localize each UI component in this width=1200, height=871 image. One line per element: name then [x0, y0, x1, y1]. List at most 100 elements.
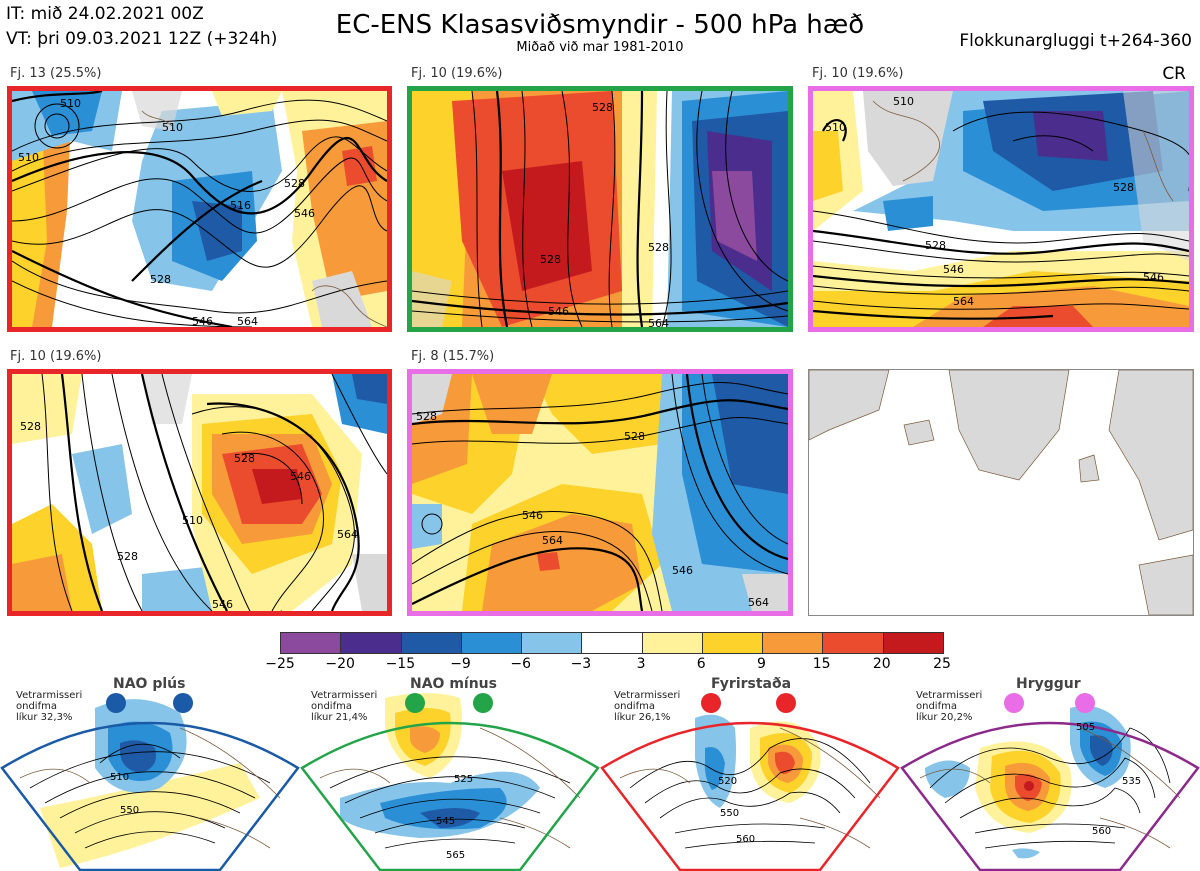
cluster-3-contour-label: 528	[1113, 181, 1134, 194]
regime-dot	[776, 693, 796, 713]
regime-dot	[173, 693, 193, 713]
colorbar-tick-label: 3	[636, 656, 646, 672]
cluster-map-1: 510 510 510 516 528 528 546 546 564	[7, 86, 392, 332]
regime-dot	[405, 693, 425, 713]
regime-title: NAO plús	[113, 676, 186, 692]
cluster-map-5: 528 528 546 546 564 564	[407, 369, 793, 616]
cluster-2-contour-label: 528	[648, 241, 669, 254]
colorbar-tick-label: −25	[265, 656, 295, 672]
cluster-map-4: 528 528 510 528 546 546 564	[7, 369, 392, 616]
colorbar-cell	[460, 633, 522, 653]
cluster-3-contour-label: 546	[1143, 271, 1164, 284]
cluster-2-contour-label: 564	[648, 317, 669, 327]
cluster-3-contour-label: 564	[953, 295, 974, 308]
cluster-4-contour-label: 546	[212, 598, 233, 611]
cluster-1-contour-label: 546	[294, 207, 315, 220]
colorbar-tick-label: −9	[450, 656, 471, 672]
cluster-1-contour-label: 510	[18, 151, 39, 164]
cluster-1-contour-label: 516	[230, 199, 251, 212]
colorbar-tick-label: 25	[933, 656, 951, 672]
empty-map-6	[808, 369, 1194, 616]
colorbar-cell	[822, 633, 883, 653]
classification-window: Flokkunargluggi t+264-360	[959, 31, 1192, 51]
regime-dot	[1075, 693, 1095, 713]
cluster-5-contour-label: 528	[624, 430, 645, 443]
cluster-4-contour-label: 528	[117, 550, 138, 563]
cluster-5-label: Fj. 8 (15.7%)	[411, 349, 495, 364]
cluster-5-contour-label: 564	[748, 596, 769, 609]
cluster-3-contour-label: 528	[925, 239, 946, 252]
cluster-4-label: Fj. 10 (19.6%)	[10, 349, 102, 364]
regime-contour-label: 520	[718, 776, 737, 787]
regime-contour-label: 545	[436, 816, 455, 827]
regime-title: NAO mínus	[410, 676, 497, 692]
cluster-5-contour-label: 528	[416, 410, 437, 423]
colorbar-tick-label: −15	[385, 656, 416, 672]
colorbar-cell	[400, 633, 461, 653]
page-title: EC-ENS Klasasviðsmyndir - 500 hPa hæð	[335, 10, 865, 40]
colorbar-tick-label: −20	[325, 656, 355, 672]
cluster-map-2: 528 528 528 546 564	[407, 86, 793, 332]
colorbar-cell	[340, 633, 401, 653]
cluster-3-label: Fj. 10 (19.6%)	[812, 66, 904, 81]
regime-contour-label: 550	[120, 805, 139, 816]
colorbar-cell	[762, 633, 823, 653]
corner-code: CR	[1162, 64, 1186, 84]
colorbar-cell	[281, 633, 341, 653]
colorbar-cell	[701, 633, 763, 653]
regime-note: Vetrarmisseri ondifma líkur 21,4%	[311, 690, 378, 723]
cluster-2-label: Fj. 10 (19.6%)	[411, 66, 503, 81]
colorbar-tick-label: 20	[872, 656, 891, 672]
regime-contour-label: 550	[720, 808, 739, 819]
regime-contour-label: 510	[110, 772, 129, 783]
regime-contour-label: 525	[454, 774, 473, 785]
cluster-1-contour-label: 510	[60, 97, 81, 110]
regime-note: Vetrarmisseri ondifma líkur 26,1%	[614, 690, 681, 723]
cluster-1-contour-label: 528	[284, 177, 305, 190]
cluster-1-contour-label: 528	[150, 273, 171, 286]
colorbar-cell	[581, 633, 642, 653]
regime-title: Fyrirstaða	[711, 676, 792, 692]
cluster-2-contour-label: 528	[540, 253, 561, 266]
cluster-5-contour-label: 564	[542, 534, 563, 547]
cluster-1-contour-label: 510	[162, 121, 183, 134]
cluster-4-contour-label: 510	[182, 514, 203, 527]
regime-contour-label: 560	[736, 834, 755, 845]
cluster-4-contour-label: 528	[20, 420, 41, 433]
colorbar-cell	[882, 633, 943, 653]
cluster-3-contour-label: 546	[943, 263, 964, 276]
regime-note: Vetrarmisseri ondifma líkur 20,2%	[916, 690, 983, 723]
regime-contour-label: 505	[1076, 722, 1095, 733]
cluster-4-contour-label: 528	[234, 452, 255, 465]
regime-contour-label: 535	[1122, 776, 1141, 787]
colorbar-tick-label: −3	[570, 656, 592, 672]
colorbar-cell	[641, 633, 702, 653]
cluster-1-contour-label: 546	[192, 315, 213, 327]
regime-contour-label: 560	[1092, 826, 1111, 837]
cluster-4-contour-label: 564	[337, 528, 358, 541]
cluster-4-contour-label: 546	[290, 470, 311, 483]
initial-time: IT: mið 24.02.2021 00Z	[6, 4, 204, 24]
valid-time: VT: þri 09.03.2021 12Z (+324h)	[6, 29, 278, 49]
cluster-2-contour-label: 528	[592, 101, 613, 114]
colorbar-tick-label: −6	[510, 656, 532, 672]
regime-contour-label: 565	[446, 850, 465, 861]
cluster-2-contour-label: 546	[548, 305, 569, 318]
cluster-5-contour-label: 546	[522, 509, 543, 522]
regime-dot	[1004, 693, 1024, 713]
regime-dot	[473, 693, 493, 713]
regime-note: Vetrarmisseri ondifma líkur 32,3%	[16, 690, 83, 723]
regime-dot	[701, 693, 721, 713]
regime-dot	[106, 693, 126, 713]
cluster-3-contour-label: 510	[825, 121, 846, 134]
colorbar-tick-label: 6	[696, 656, 706, 672]
cluster-5-contour-label: 546	[672, 564, 693, 577]
colorbar-tick-label: 15	[812, 656, 831, 672]
page-subtitle: Miðað við mar 1981-2010	[516, 40, 684, 55]
cluster-3-contour-label: 510	[893, 95, 914, 108]
colorbar-tick-label: 9	[756, 656, 766, 672]
colorbar	[280, 632, 944, 654]
cluster-1-label: Fj. 13 (25.5%)	[10, 66, 102, 81]
regime-title: Hryggur	[1016, 676, 1081, 692]
colorbar-cell	[521, 633, 582, 653]
